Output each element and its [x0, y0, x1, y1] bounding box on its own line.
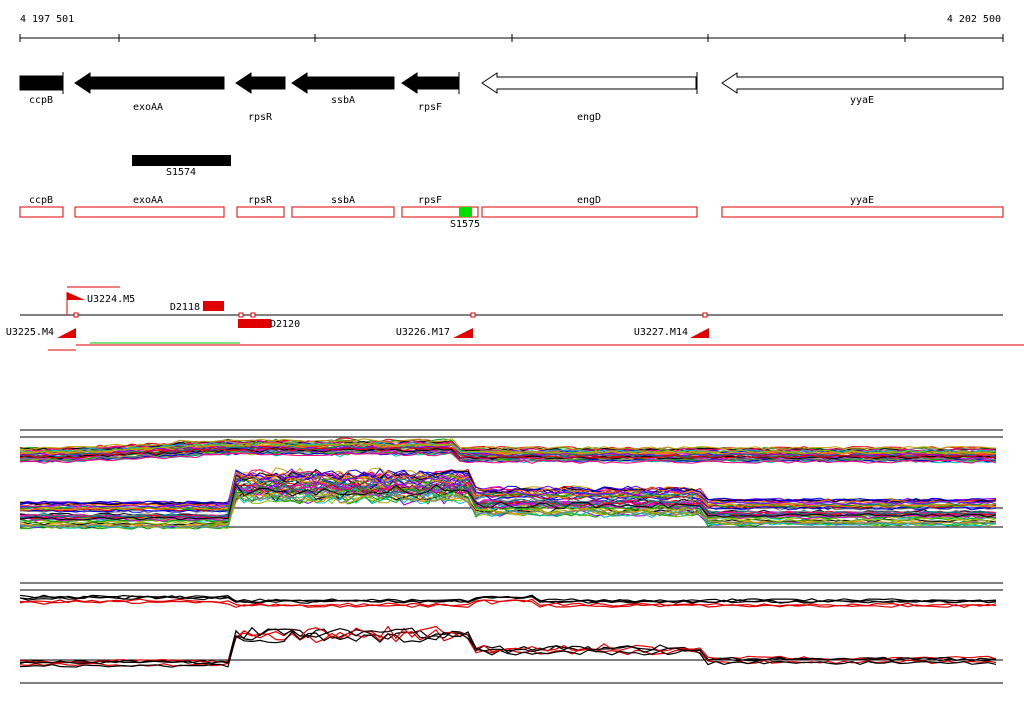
ruler-start: 4 197 501: [20, 14, 74, 25]
site-label: D2120: [270, 319, 300, 330]
profile-line: [19, 492, 997, 529]
feature-label: S1574: [166, 167, 196, 178]
profile-line: [19, 594, 997, 604]
transcript-boxes: [19, 206, 1004, 218]
gene-label: rpsR: [248, 112, 273, 123]
box-label: yyaE: [850, 195, 874, 206]
profile-line: [19, 594, 997, 603]
feature-bar: [132, 155, 231, 166]
ruler-end: 4 202 500: [947, 14, 1001, 25]
gene-label: ccpB: [29, 95, 53, 106]
profile-line: [19, 599, 997, 609]
gene-label: exoAA: [133, 102, 163, 113]
profile-line: [19, 438, 997, 451]
gene-arrows: [19, 72, 1004, 94]
profile-line: [19, 491, 997, 528]
box-label: engD: [577, 195, 601, 206]
profile-line: [19, 630, 997, 668]
box-label: rpsF: [418, 195, 442, 206]
gene-label: engD: [577, 112, 601, 123]
profile-line: [19, 446, 997, 459]
ruler: [19, 34, 1004, 42]
profile-line: [20, 626, 997, 665]
profile-line: [19, 485, 997, 523]
profile-line: [19, 451, 997, 464]
profile-line: [19, 441, 997, 454]
feature-label: S1575: [450, 219, 480, 230]
profile-line: [19, 468, 997, 505]
expression-profiles: [19, 429, 1003, 684]
profile-line: [19, 483, 997, 521]
site-label: U3227.M14: [634, 327, 688, 338]
profile-line: [19, 488, 997, 526]
profile-line: [19, 471, 997, 508]
box-label: exoAA: [133, 195, 163, 206]
profile-line: [19, 482, 997, 519]
site-label: U3224.M5: [87, 294, 135, 305]
box-label: ccpB: [29, 195, 53, 206]
gene-label: yyaE: [850, 95, 874, 106]
profile-line: [19, 628, 997, 665]
profile-line: [19, 491, 997, 529]
profile-line: [19, 444, 997, 457]
site-track: [20, 286, 1024, 351]
site-label: U3226.M17: [396, 327, 450, 338]
box-label: ssbA: [331, 195, 355, 206]
profile-line: [19, 625, 997, 664]
box-label: rpsR: [248, 195, 273, 206]
gene-label: rpsF: [418, 102, 442, 113]
gene-label: ssbA: [331, 95, 355, 106]
site-label: U3225.M4: [6, 327, 54, 338]
profile-line: [19, 445, 997, 458]
green-feature: [459, 207, 472, 217]
site-label: D2118: [170, 302, 200, 313]
